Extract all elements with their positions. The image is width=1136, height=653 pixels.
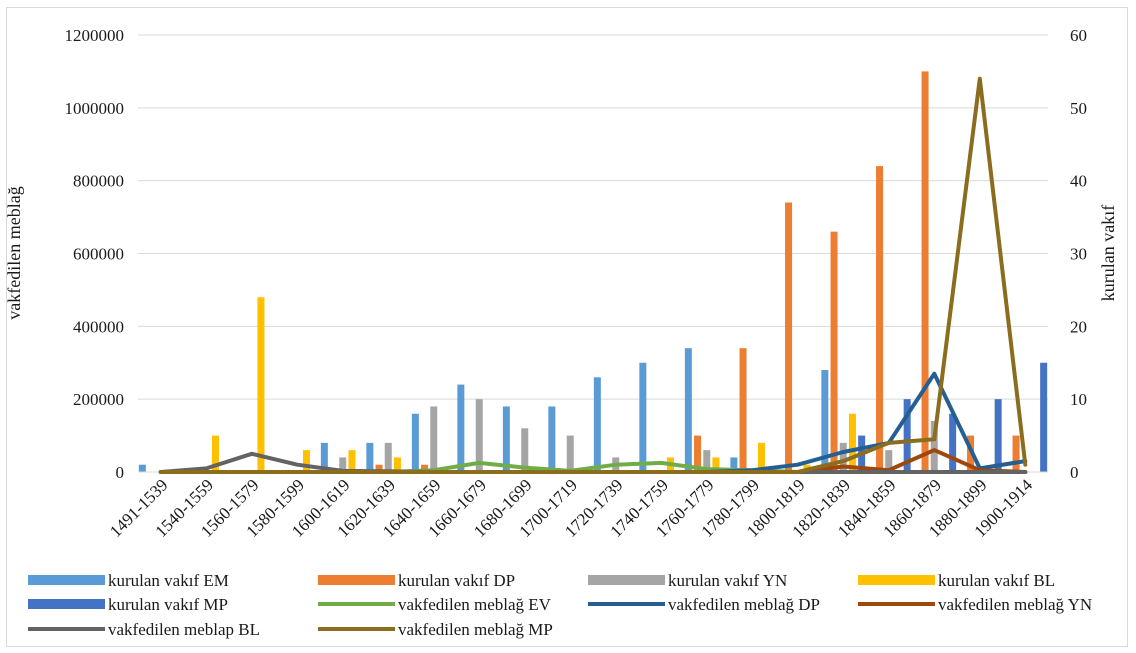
bar bbox=[502, 406, 510, 472]
bar bbox=[684, 348, 692, 472]
bar bbox=[730, 457, 738, 472]
y-tick-label: 600000 bbox=[73, 245, 124, 264]
y2-tick-label: 60 bbox=[1070, 26, 1087, 45]
bar bbox=[885, 450, 893, 472]
bar-layer bbox=[138, 71, 1048, 473]
bar bbox=[138, 464, 146, 472]
y-tick-label: 200000 bbox=[73, 390, 124, 409]
bar bbox=[1040, 362, 1048, 472]
y-axis-left-ticks: 0 200000 400000 600000 800000 1000000 1200000 bbox=[65, 26, 125, 482]
bar bbox=[457, 384, 465, 472]
y-axis-title: vakfedilen meblağ bbox=[4, 186, 24, 319]
y-tick-label: 1200000 bbox=[65, 26, 125, 45]
y-tick-label: 0 bbox=[116, 463, 125, 482]
legend-label: kurulan vakıf BL bbox=[938, 571, 1055, 590]
legend-swatch bbox=[318, 575, 395, 585]
bar bbox=[393, 457, 401, 472]
gridlines bbox=[138, 34, 1048, 400]
bar bbox=[967, 435, 975, 472]
legend-label: kurulan vakıf EM bbox=[108, 571, 229, 590]
series-line bbox=[158, 76, 1028, 474]
legend-label: kurulan vakıf MP bbox=[108, 595, 228, 614]
series-line bbox=[158, 371, 1028, 474]
bar bbox=[830, 231, 838, 472]
y2-tick-label: 10 bbox=[1070, 390, 1087, 409]
legend: kurulan vakıf EM kurulan vakıf DP kurulan … bbox=[28, 571, 1092, 639]
y2-tick-label: 30 bbox=[1070, 245, 1087, 264]
bar bbox=[903, 399, 911, 472]
bar bbox=[521, 428, 529, 472]
legend-swatch bbox=[858, 575, 935, 585]
bar bbox=[821, 370, 829, 472]
y-tick-label: 1000000 bbox=[65, 99, 125, 118]
chart-frame bbox=[6, 7, 1128, 647]
bar bbox=[375, 464, 383, 472]
bar bbox=[384, 442, 392, 472]
legend-label: kurulan vakıf YN bbox=[668, 571, 787, 590]
bar bbox=[320, 442, 328, 472]
bar bbox=[411, 413, 419, 472]
bar bbox=[548, 406, 556, 472]
bar bbox=[639, 362, 647, 472]
legend-swatch bbox=[588, 575, 665, 585]
bar bbox=[421, 464, 429, 472]
bar bbox=[366, 442, 374, 472]
bar bbox=[257, 297, 265, 472]
y-axis-right-ticks: 0 10 20 30 40 50 60 bbox=[1070, 26, 1087, 482]
legend-label: vakfedilen meblağ MP bbox=[398, 620, 553, 639]
bar bbox=[694, 435, 702, 472]
bar bbox=[211, 435, 219, 472]
bar bbox=[949, 413, 957, 472]
legend-label: kurulan vakıf DP bbox=[398, 571, 515, 590]
y-tick-label: 800000 bbox=[73, 172, 124, 191]
legend-label: vakfedilen meblağ DP bbox=[668, 595, 820, 614]
bar bbox=[930, 421, 938, 472]
bar bbox=[302, 450, 310, 472]
bar bbox=[593, 377, 601, 472]
bar bbox=[757, 442, 765, 472]
bar bbox=[839, 442, 847, 472]
bar bbox=[712, 457, 720, 472]
bar bbox=[566, 435, 574, 472]
bar bbox=[430, 406, 438, 472]
line-layer bbox=[158, 76, 1028, 474]
legend-label: vakfedilen meblağ YN bbox=[938, 595, 1092, 614]
bar bbox=[348, 450, 356, 472]
legend-swatch bbox=[28, 599, 105, 609]
y2-axis-title: kurulan vakıf bbox=[1098, 205, 1118, 301]
legend-swatch bbox=[28, 575, 105, 585]
y2-tick-label: 0 bbox=[1070, 463, 1079, 482]
bar bbox=[921, 71, 929, 473]
bar bbox=[848, 413, 856, 472]
legend-label: vakfedilen meblağ EV bbox=[398, 595, 552, 614]
bar bbox=[703, 450, 711, 472]
bar bbox=[994, 399, 1002, 472]
bar bbox=[339, 457, 347, 472]
x-axis-ticks: 1491-15391540-15591560-15791580-15991600… bbox=[106, 475, 1036, 541]
y2-tick-label: 40 bbox=[1070, 172, 1087, 191]
bar bbox=[785, 202, 793, 472]
bar bbox=[739, 348, 747, 472]
bar bbox=[876, 166, 884, 472]
y-tick-label: 400000 bbox=[73, 317, 124, 336]
bar bbox=[1012, 435, 1020, 472]
legend-label: vakfedilen meblap BL bbox=[108, 620, 260, 639]
y2-tick-label: 20 bbox=[1070, 317, 1087, 336]
y2-tick-label: 50 bbox=[1070, 99, 1087, 118]
bar bbox=[475, 399, 483, 472]
